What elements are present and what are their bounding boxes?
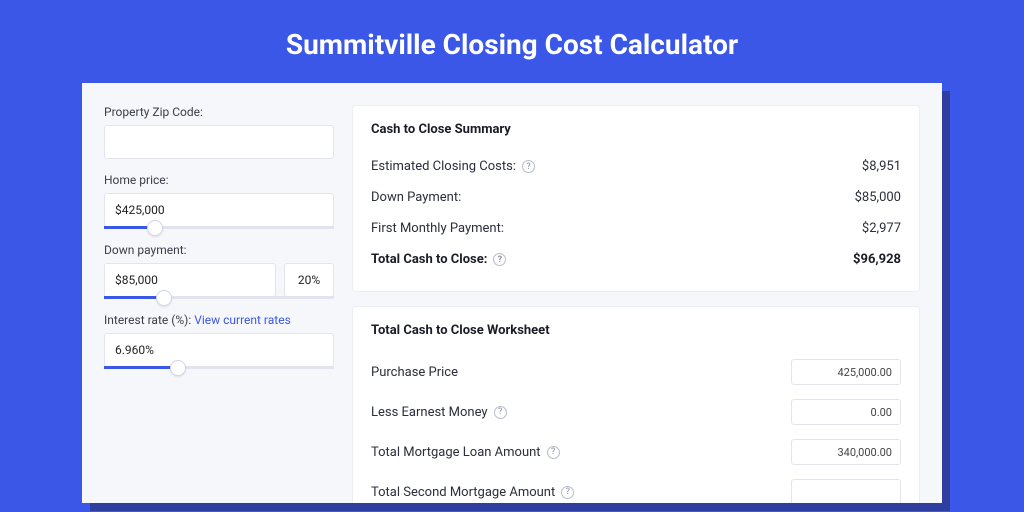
summary-row: First Monthly Payment: $2,977 — [371, 213, 901, 244]
down-payment-label: Down payment: — [104, 243, 334, 257]
interest-slider-fill — [104, 366, 178, 369]
summary-row-label: First Monthly Payment: — [371, 221, 504, 236]
help-icon[interactable]: ? — [547, 446, 560, 459]
worksheet-row-label: Less Earnest Money? — [371, 405, 507, 420]
home-price-field: Home price: $425,000 — [104, 173, 334, 229]
home-price-input[interactable]: $425,000 — [104, 193, 334, 227]
zip-input[interactable] — [104, 125, 334, 159]
home-price-label: Home price: — [104, 173, 334, 187]
home-price-slider[interactable] — [104, 226, 334, 229]
worksheet-label-text: Purchase Price — [371, 365, 458, 380]
down-payment-slider-thumb[interactable] — [156, 290, 172, 306]
worksheet-rows: Purchase Price 425,000.00 Less Earnest Mon… — [371, 352, 901, 503]
home-price-slider-thumb[interactable] — [147, 220, 163, 236]
interest-input[interactable]: 6.960% — [104, 333, 334, 367]
interest-label-text: Interest rate (%): — [104, 313, 191, 327]
worksheet-label-text: Total Mortgage Loan Amount — [371, 445, 541, 460]
zip-label: Property Zip Code: — [104, 105, 334, 119]
calculator-card: Property Zip Code: Home price: $425,000 … — [82, 83, 942, 503]
interest-slider-thumb[interactable] — [170, 360, 186, 376]
worksheet-title: Total Cash to Close Worksheet — [371, 323, 901, 338]
inputs-panel: Property Zip Code: Home price: $425,000 … — [104, 105, 334, 503]
summary-row: Down Payment: $85,000 — [371, 182, 901, 213]
help-icon[interactable]: ? — [494, 406, 507, 419]
worksheet-row-label: Purchase Price — [371, 365, 458, 380]
summary-row-value: $2,977 — [862, 221, 901, 236]
worksheet-row: Total Mortgage Loan Amount? 340,000.00 — [371, 432, 901, 472]
summary-row-value: $8,951 — [862, 159, 901, 174]
summary-rows: Estimated Closing Costs:? $8,951 Down Paym… — [371, 151, 901, 275]
worksheet-value-input[interactable]: 0.00 — [791, 399, 901, 425]
summary-label-text: First Monthly Payment: — [371, 221, 504, 236]
summary-row-value: $85,000 — [855, 190, 901, 205]
card-shadow: Property Zip Code: Home price: $425,000 … — [82, 83, 942, 503]
down-payment-field: Down payment: $85,000 20% — [104, 243, 334, 299]
interest-slider[interactable] — [104, 366, 334, 369]
down-payment-pct-input[interactable]: 20% — [284, 263, 334, 297]
worksheet-row: Purchase Price 425,000.00 — [371, 352, 901, 392]
worksheet-value-input[interactable]: 425,000.00 — [791, 359, 901, 385]
help-icon[interactable]: ? — [493, 253, 506, 266]
down-payment-input[interactable]: $85,000 — [104, 263, 276, 297]
summary-label-text: Total Cash to Close: — [371, 252, 487, 267]
zip-field: Property Zip Code: — [104, 105, 334, 159]
summary-row-value: $96,928 — [853, 252, 901, 267]
worksheet-value-input[interactable] — [791, 479, 901, 503]
summary-label-text: Down Payment: — [371, 190, 461, 205]
page-title: Summitville Closing Cost Calculator — [0, 0, 1024, 83]
help-icon[interactable]: ? — [522, 160, 535, 173]
summary-row: Estimated Closing Costs:? $8,951 — [371, 151, 901, 182]
worksheet-label-text: Less Earnest Money — [371, 405, 488, 420]
summary-label-text: Estimated Closing Costs: — [371, 159, 516, 174]
worksheet-value-input[interactable]: 340,000.00 — [791, 439, 901, 465]
worksheet-panel: Total Cash to Close Worksheet Purchase P… — [352, 306, 920, 503]
worksheet-row: Less Earnest Money? 0.00 — [371, 392, 901, 432]
results-column: Cash to Close Summary Estimated Closing … — [352, 105, 920, 503]
summary-title: Cash to Close Summary — [371, 122, 901, 137]
worksheet-row-label: Total Mortgage Loan Amount? — [371, 445, 560, 460]
interest-label: Interest rate (%): View current rates — [104, 313, 334, 327]
worksheet-row-label: Total Second Mortgage Amount? — [371, 485, 574, 500]
interest-field: Interest rate (%): View current rates 6.… — [104, 313, 334, 369]
summary-row-label: Estimated Closing Costs:? — [371, 159, 535, 174]
worksheet-label-text: Total Second Mortgage Amount — [371, 485, 555, 500]
help-icon[interactable]: ? — [561, 486, 574, 499]
worksheet-row: Total Second Mortgage Amount? — [371, 472, 901, 503]
summary-row-label: Total Cash to Close:? — [371, 252, 506, 267]
view-rates-link[interactable]: View current rates — [194, 313, 291, 327]
down-payment-slider[interactable] — [104, 296, 334, 299]
summary-row: Total Cash to Close:? $96,928 — [371, 244, 901, 275]
summary-row-label: Down Payment: — [371, 190, 461, 205]
summary-panel: Cash to Close Summary Estimated Closing … — [352, 105, 920, 292]
